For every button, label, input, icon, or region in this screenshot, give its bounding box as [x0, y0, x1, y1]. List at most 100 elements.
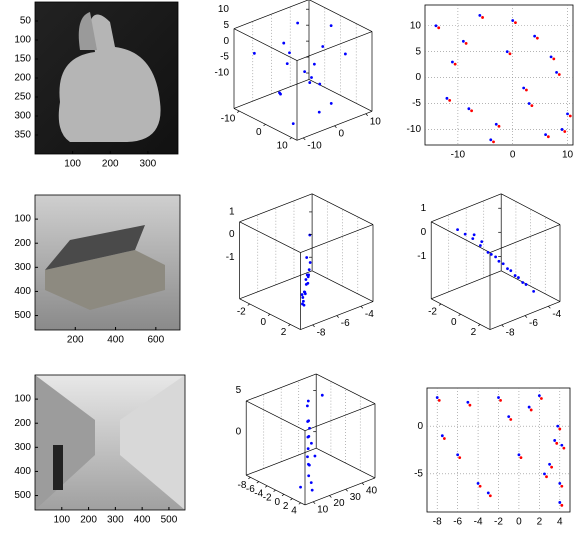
- point: [492, 140, 495, 143]
- x-tick-label: -8: [433, 517, 442, 528]
- point: [307, 273, 310, 276]
- y-tick-label: 400: [14, 466, 31, 477]
- z-tick-label: 5: [236, 385, 242, 396]
- point: [303, 70, 306, 73]
- tick-mark: [274, 490, 276, 492]
- point: [479, 485, 482, 488]
- point: [307, 419, 310, 422]
- point: [555, 71, 558, 74]
- point: [446, 97, 449, 100]
- x-tick-label: 0: [274, 497, 280, 508]
- point: [441, 434, 444, 437]
- point: [544, 133, 547, 136]
- point: [456, 228, 459, 231]
- y-tick-label: -5: [412, 98, 421, 109]
- point: [558, 482, 561, 485]
- point: [489, 138, 492, 141]
- point: [308, 234, 311, 237]
- y-tick-label: 500: [14, 310, 31, 321]
- y-tick-label: -10: [407, 124, 422, 135]
- box-edge: [431, 194, 501, 222]
- y-tick-label: 100: [14, 35, 31, 46]
- point: [522, 87, 525, 90]
- x-tick-label: 0: [256, 127, 262, 138]
- point: [465, 42, 468, 45]
- y-tick-label: 5: [415, 46, 421, 57]
- point: [556, 425, 559, 428]
- point: [330, 102, 333, 105]
- point: [545, 475, 548, 478]
- point: [530, 104, 533, 107]
- z-tick-label: -1: [226, 252, 235, 263]
- point: [495, 123, 498, 126]
- point: [561, 128, 564, 131]
- tick-mark: [439, 304, 441, 306]
- x-tick-label: 200: [102, 159, 119, 170]
- tick-mark: [303, 138, 305, 140]
- point: [498, 260, 501, 263]
- tick-mark: [290, 499, 292, 501]
- x-tick-label: 0: [516, 517, 522, 528]
- tick-mark: [248, 477, 250, 479]
- point: [509, 52, 512, 55]
- x-tick-label: 10: [277, 140, 289, 151]
- point: [548, 463, 551, 466]
- point: [490, 253, 493, 256]
- y-tick-label: 400: [14, 286, 31, 297]
- point: [318, 83, 321, 86]
- x-tick-label: 100: [53, 515, 70, 526]
- point: [305, 256, 308, 259]
- tick-mark: [335, 126, 337, 128]
- point: [469, 404, 472, 407]
- point: [301, 293, 304, 296]
- box-edge: [240, 222, 301, 253]
- point: [560, 504, 563, 507]
- x-tick-label: 200: [67, 335, 84, 346]
- box-edge: [234, 79, 309, 108]
- y-tick-label: 150: [14, 54, 31, 65]
- point: [525, 89, 528, 92]
- y-tick-label: 350: [14, 130, 31, 141]
- point: [480, 240, 483, 243]
- point: [311, 489, 314, 492]
- point: [553, 439, 556, 442]
- y-tick-label: 250: [14, 92, 31, 103]
- point: [318, 111, 321, 114]
- tick-mark: [525, 316, 527, 318]
- x-tick-label: -2: [237, 307, 246, 318]
- point: [448, 99, 451, 102]
- point: [437, 26, 440, 29]
- y-tick-label: -6: [529, 318, 538, 329]
- point: [296, 22, 299, 25]
- point: [536, 37, 539, 40]
- point: [451, 61, 454, 64]
- point: [307, 447, 310, 450]
- y-tick-label: 20: [333, 498, 345, 509]
- point: [558, 501, 561, 504]
- point: [307, 435, 310, 438]
- point: [435, 24, 438, 27]
- tick-mark: [329, 495, 331, 497]
- x-tick-label: -10: [451, 150, 466, 161]
- tick-mark: [268, 314, 270, 316]
- y-tick-label: -8: [317, 328, 326, 339]
- y-tick-label: -6: [341, 318, 350, 329]
- point: [489, 494, 492, 497]
- point: [303, 304, 306, 307]
- point: [479, 244, 482, 247]
- box-edge: [234, 29, 297, 61]
- x-tick-label: -4: [474, 517, 483, 528]
- point: [292, 122, 295, 125]
- point: [438, 399, 441, 402]
- tick-mark: [248, 304, 250, 306]
- y-tick-label: 200: [14, 238, 31, 249]
- point: [473, 233, 476, 236]
- point: [502, 262, 505, 265]
- point: [506, 267, 509, 270]
- point: [506, 50, 509, 53]
- y-tick-label: 300: [14, 442, 31, 453]
- point: [533, 35, 536, 38]
- point: [487, 492, 490, 495]
- point: [456, 453, 459, 456]
- point: [498, 125, 501, 128]
